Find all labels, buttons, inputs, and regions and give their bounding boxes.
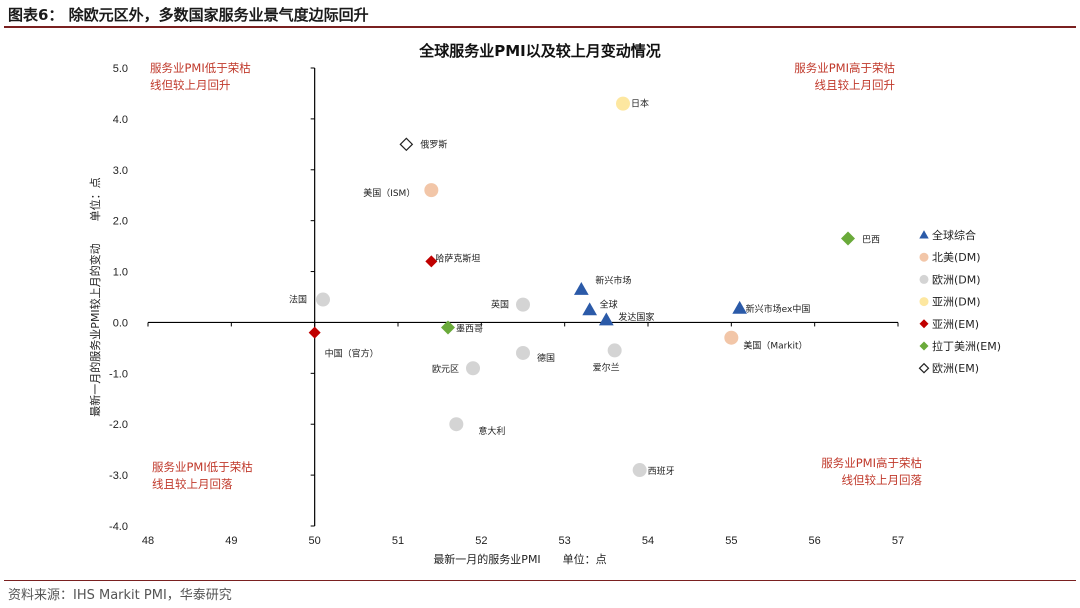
point-label: 墨西哥: [456, 324, 483, 335]
point-marker: [616, 96, 630, 111]
legend-marker: [919, 274, 929, 284]
point-marker: [598, 312, 614, 326]
x-tick-label: 55: [725, 535, 737, 547]
legend-marker: [919, 319, 929, 329]
legend-entry: 欧洲(EM): [932, 362, 979, 375]
point-label: 俄罗斯: [420, 138, 447, 150]
legend-entry: 全球综合: [932, 228, 976, 242]
y-tick-label: 2.0: [113, 216, 128, 228]
point-marker: [632, 463, 647, 478]
x-tick-label: 48: [142, 535, 154, 547]
quadrant-notes: 服务业PMI低于荣枯线但较上月回升服务业PMI高于荣枯线且较上月回升服务业PMI…: [150, 61, 922, 491]
quadrant-note-top-left: 线但较上月回升: [150, 78, 231, 92]
quadrant-note-bottom-left: 线且较上月回落: [152, 477, 233, 491]
x-tick-label: 51: [392, 535, 404, 547]
scatter-chart: 全球服务业PMI以及较上月变动情况 48 49 50 51 52 53 54 55 56 57 5.…: [88, 42, 1001, 566]
point-label: 西班牙: [648, 465, 675, 477]
legend-entry: 北美(DM): [932, 251, 981, 264]
point-label: 日本: [631, 98, 649, 110]
legend-marker: [919, 252, 929, 262]
legend-entry: 欧洲(DM): [932, 273, 981, 286]
legend-marker: [919, 341, 929, 351]
legend-entry: 拉丁美洲(EM): [932, 339, 1001, 353]
point-marker: [573, 282, 589, 295]
point-label: 哈萨克斯坦: [435, 252, 480, 264]
top-divider: [4, 26, 1076, 28]
x-tick-label: 54: [642, 535, 654, 547]
quadrant-note-bottom-right: 服务业PMI高于荣枯: [821, 456, 922, 470]
point-marker: [732, 300, 748, 314]
legend-marker: [918, 362, 930, 374]
bottom-divider: [4, 580, 1076, 581]
point-label: 巴西: [862, 234, 880, 245]
quadrant-note-top-right: 线且较上月回升: [815, 78, 896, 92]
point-label: 欧元区: [432, 363, 459, 375]
point-label: 发达国家: [618, 311, 654, 323]
y-tick-label: 0.0: [113, 317, 128, 329]
figure-title: 图表6： 除欧元区外，多数国家服务业景气度边际回升: [8, 6, 369, 24]
point-label: 美国（Markit）: [743, 340, 807, 352]
point-marker: [607, 343, 622, 358]
point-label: 全球: [600, 299, 618, 311]
y-tick-label: 4.0: [113, 114, 128, 126]
point-marker: [399, 137, 414, 152]
x-tick-label: 56: [809, 535, 821, 547]
axes: 48 49 50 51 52 53 54 55 56 57 5.0 4.0 3.0 2.0 1.0 0.0 -1…: [109, 63, 904, 547]
point-marker: [841, 231, 855, 246]
point-marker: [724, 330, 739, 345]
quadrant-note-top-right: 服务业PMI高于荣枯: [794, 61, 895, 75]
point-label: 德国: [537, 352, 555, 364]
point-label: 爱尔兰: [593, 361, 620, 373]
point-marker: [308, 326, 321, 339]
y-tick-label: -4.0: [109, 521, 128, 533]
chart-title: 全球服务业PMI以及较上月变动情况: [418, 42, 661, 60]
legend-entry: 亚洲(DM): [932, 296, 981, 309]
point-label: 英国: [491, 299, 509, 311]
point-marker: [516, 345, 530, 360]
point-label: 意大利: [478, 425, 505, 437]
y-tick-label: -2.0: [109, 419, 128, 431]
y-axis-label: 最新一月的服务业PMI较上月的变动 单位：点: [88, 177, 102, 416]
point-marker: [449, 417, 464, 432]
x-tick-label: 52: [475, 535, 487, 547]
point-marker: [582, 302, 598, 316]
quadrant-note-top-left: 服务业PMI低于荣枯: [150, 61, 251, 75]
legend-marker: [919, 230, 929, 239]
point-label: 新兴市场: [595, 274, 631, 286]
point-label: 中国（官方）: [325, 348, 379, 360]
point-marker: [316, 292, 330, 307]
y-tick-label: -1.0: [109, 368, 128, 380]
point-marker: [441, 320, 455, 335]
point-marker: [466, 361, 480, 376]
x-tick-label: 50: [309, 535, 321, 547]
y-tick-label: 3.0: [113, 165, 128, 177]
quadrant-note-bottom-right: 线但较上月回落: [842, 473, 923, 487]
x-tick-label: 49: [225, 535, 237, 547]
y-tick-label: 5.0: [113, 63, 128, 75]
point-label: 法国: [289, 294, 307, 306]
point-marker: [424, 183, 439, 198]
x-axis-label: 最新一月的服务业PMI 单位：点: [433, 552, 606, 566]
legend-marker: [919, 297, 929, 307]
point-label: 美国（ISM）: [363, 187, 415, 199]
point-label: 新兴市场ex中国: [746, 303, 811, 315]
y-tick-label: 1.0: [113, 267, 128, 279]
legend-entry: 亚洲(EM): [932, 318, 979, 331]
point-marker: [425, 255, 438, 268]
y-tick-label: -3.0: [109, 470, 128, 482]
x-tick-label: 57: [892, 535, 904, 547]
source-note: 资料来源：IHS Markit PMI，华泰研究: [8, 588, 232, 603]
quadrant-note-bottom-left: 服务业PMI低于荣枯: [152, 460, 253, 474]
point-marker: [516, 297, 530, 312]
x-tick-label: 53: [559, 535, 571, 547]
